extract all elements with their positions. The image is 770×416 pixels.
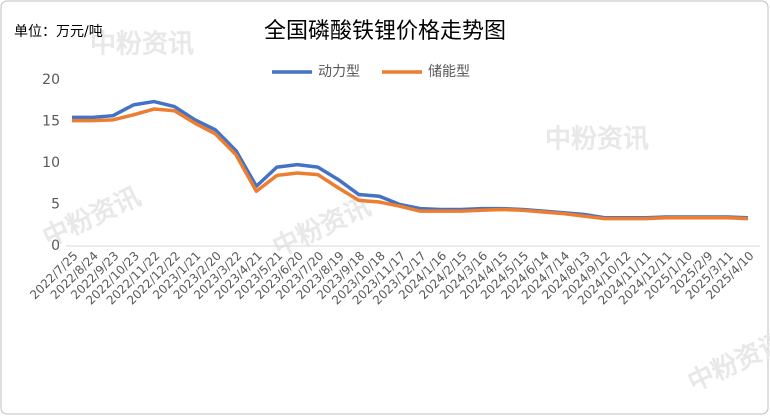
watermark: 中粉资讯: [545, 125, 649, 155]
chart-title: 全国磷酸铁锂价格走势图: [264, 19, 506, 44]
unit-label: 单位：万元/吨: [14, 24, 103, 40]
y-tick-label: 15: [42, 114, 60, 130]
legend-label: 储能型: [428, 64, 470, 80]
y-tick-label: 5: [51, 197, 60, 213]
y-tick-label: 0: [51, 238, 60, 254]
line: [72, 107, 749, 221]
legend-label: 动力型: [318, 64, 360, 80]
y-tick-label: 20: [42, 72, 60, 88]
watermark: 中粉资讯: [90, 30, 194, 60]
y-tick-label: 10: [42, 155, 60, 171]
